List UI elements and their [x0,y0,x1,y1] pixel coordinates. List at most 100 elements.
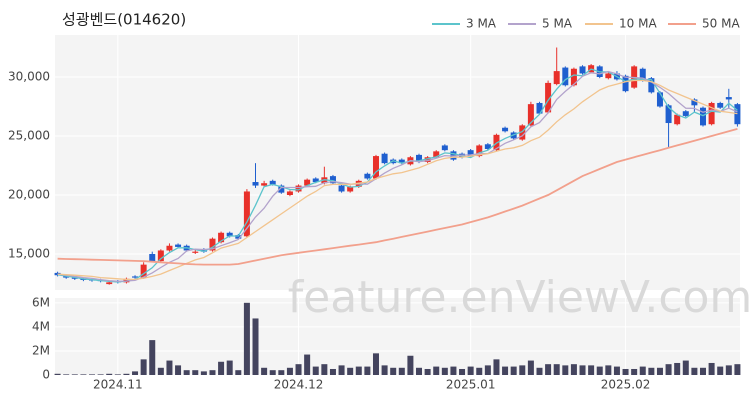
volume-bar [183,370,190,375]
volume-bar [114,374,121,375]
candle-body [553,71,560,85]
volume-bar [243,302,250,375]
volume-bar [209,370,216,375]
volume-bar [725,365,732,375]
volume-bar [218,361,225,375]
candle-body [665,105,672,124]
volume-bar [622,368,629,375]
volume-bar [226,360,233,375]
volume-bar [364,366,371,375]
candle-body [424,157,431,162]
volume-bar [338,365,345,375]
candle-body [484,144,491,149]
volume-bar [175,365,182,375]
volume-bar [502,366,509,375]
candle-body [725,97,732,100]
candle-body [157,250,164,262]
volume-bar [536,367,543,375]
candle-body [252,182,259,186]
volume-bar [407,355,414,375]
candle-body [261,183,268,186]
candle-body [622,75,629,92]
volume-bar [493,359,500,375]
volume-bar [381,365,388,375]
y-tick-label: 30,000 [8,70,50,84]
ma-line [57,70,738,282]
volume-bar [699,367,706,375]
candle-body [708,102,715,125]
volume-bar [63,374,70,375]
y-tick-label: 6M [32,295,50,309]
volume-bar [192,370,199,375]
volume-bar [295,364,302,375]
candle-body [269,180,276,185]
volume-bar [278,370,285,375]
volume-bar [416,367,423,375]
candle-body [441,145,448,151]
candle-body [398,159,405,164]
volume-bar [441,367,448,375]
legend-label: 10 MA [619,17,657,31]
volume-bar [329,368,336,375]
candle-body [175,244,182,247]
y-tick-label: 2M [32,343,50,357]
candle-body [338,185,345,192]
volume-bar [71,374,78,375]
volume-bar [89,374,96,375]
volume-bar [235,370,242,375]
volume-bar [200,371,207,375]
y-tick-label: 0 [42,368,50,382]
volume-bar [132,371,139,375]
y-tick-label: 15,000 [8,247,50,261]
ma-line [57,68,738,283]
volume-bar [519,365,526,375]
legend-label: 5 MA [542,17,573,31]
candle-body [364,173,371,179]
volume-bar [570,364,577,375]
candle-body [605,73,612,79]
volume-bar [312,366,319,375]
volume-bar [682,360,689,375]
legend-label: 50 MA [702,17,740,31]
volume-bar [252,318,259,375]
candle-body [648,78,655,93]
volume-bar [588,365,595,375]
volume-bar [579,365,586,375]
volume-bar [106,373,113,375]
candle-body [295,185,302,192]
candle-body [304,179,311,186]
volume-bar [734,364,741,375]
volume-bar [648,367,655,375]
candle-body [682,111,689,116]
candle-body [416,154,423,162]
volume-bar [545,364,552,375]
volume-bar [97,374,104,375]
candle-body [570,68,577,86]
volume-bar [674,362,681,375]
volume-bar [355,366,362,375]
ma-line [57,79,738,281]
volume-bar [390,367,397,375]
candle-body [278,185,285,193]
ma-line [57,128,738,266]
volume-bar [424,368,431,375]
candle-body [243,191,250,237]
volume-bar [261,367,268,375]
volume-bar [269,370,276,375]
volume-bar [80,374,87,375]
y-tick-label: 20,000 [8,188,50,202]
volume-bar [656,367,663,375]
volume-bar [708,362,715,375]
candle-body [226,232,233,237]
candle-body [286,191,293,196]
candle-body [372,156,379,179]
volume-bar [717,366,724,375]
volume-bar [527,360,534,375]
candle-body [218,232,225,243]
candle-body [312,178,319,183]
volume-bar [304,354,311,375]
volume-bar [286,367,293,375]
y-tick-label: 25,000 [8,129,50,143]
volume-bar [631,368,638,375]
